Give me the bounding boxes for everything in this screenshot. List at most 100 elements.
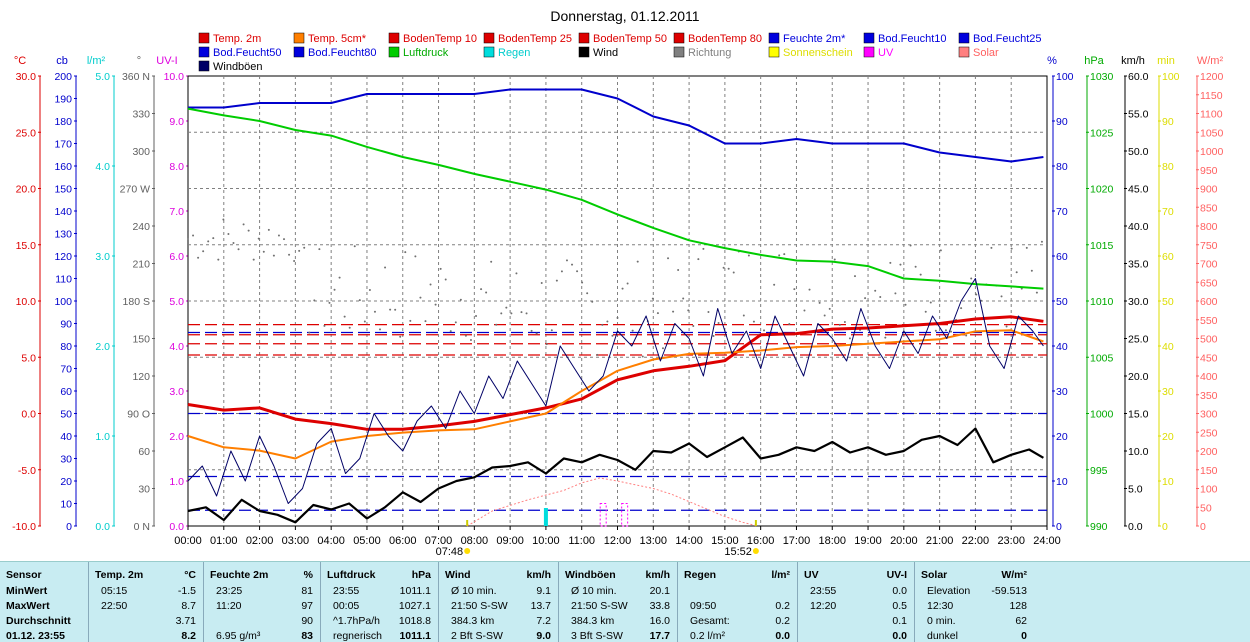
axis-tick-temp: -10.0 [12, 521, 36, 533]
legend-label: Bod.Feucht25 [973, 33, 1042, 45]
direction-point [732, 271, 735, 274]
axis-tick-uv: 1.0 [169, 476, 184, 488]
axis-tick-rain: 1.0 [95, 431, 110, 443]
direction-point [818, 301, 821, 304]
direction-point [192, 234, 195, 237]
axis-tick-dir: 0 N [134, 521, 150, 533]
series-luftdruck [187, 107, 1044, 290]
stats-unit: °C [184, 569, 196, 581]
direction-point [702, 247, 705, 250]
stats-section: Windböen km/h Ø 10 min. 20.1 21:50 S-SW 33.8 3… [558, 562, 678, 642]
direction-point [490, 260, 493, 263]
statistics-panel: Sensor MinWert MaxWert Durchschnitt 01.12. 2… [0, 561, 1250, 642]
x-tick-label: 21:00 [926, 535, 954, 547]
legend-swatch [958, 46, 970, 58]
direction-point [207, 240, 210, 243]
axis-tick-dir: 150 [132, 334, 150, 346]
direction-point [687, 309, 690, 312]
direction-point [611, 334, 614, 337]
stats-cell-label: 23:25 [216, 585, 243, 597]
direction-point [530, 329, 533, 332]
direction-point [469, 338, 472, 341]
direction-point [242, 223, 245, 226]
axis-tick-temp: 15.0 [16, 240, 37, 252]
axis-tick-press: 1020 [1090, 184, 1114, 196]
axis-tick-dir: 120 [132, 371, 150, 383]
axis-tick-hum: 30 [1056, 386, 1068, 398]
axis-tick-cb: 140 [54, 206, 72, 218]
x-tick-label: 11:00 [568, 535, 595, 547]
legend-swatch [578, 46, 590, 58]
direction-point [707, 311, 710, 314]
direction-point [459, 298, 462, 301]
axis-tick-dir: 90 O [127, 409, 150, 421]
direction-point [677, 269, 680, 272]
x-tick-label: 02:00 [246, 535, 274, 547]
direction-point [980, 299, 983, 302]
stats-cell-value: 20.1 [649, 585, 670, 597]
direction-point [454, 321, 457, 324]
direction-point [742, 314, 745, 317]
direction-point [439, 267, 442, 270]
stats-cell-value: 97 [301, 600, 313, 612]
axis-tick-solar: 1000 [1200, 146, 1224, 158]
direction-point [838, 323, 841, 326]
x-tick-label: 03:00 [282, 535, 310, 547]
stats-cell-label: 12:20 [810, 600, 837, 612]
stats-cell-label: Ø 10 min. [571, 585, 617, 597]
axis-tick-cb: 80 [60, 341, 72, 353]
axis-tick-cb: 200 [54, 71, 72, 83]
axis-tick-solar: 1150 [1200, 90, 1223, 102]
time-axis: 00:00 01:00 02:00 03:00 04:00 05:00 06:00 07:00… [174, 520, 1061, 558]
stats-cell-label: 12:30 [927, 600, 954, 612]
direction-point [667, 257, 670, 260]
axis-tick-temp: -5.0 [18, 465, 36, 477]
axis-tick-dir: 330 [132, 109, 150, 121]
direction-point [1010, 247, 1013, 250]
stats-header: Windböen [565, 569, 616, 581]
stats-cell-label: 384.3 km [571, 615, 615, 627]
axis-tick-rain: 2.0 [95, 341, 110, 353]
direction-point [874, 289, 877, 292]
direction-point [828, 307, 831, 310]
direction-point [843, 321, 846, 324]
stats-header: Sensor [6, 569, 42, 581]
direction-point [934, 329, 937, 332]
direction-point [879, 296, 882, 299]
direction-point [379, 328, 382, 331]
axis-tick-hum: 10 [1056, 476, 1068, 488]
direction-point [368, 289, 371, 292]
stats-row-label: Durchschnitt [6, 615, 71, 627]
direction-point [212, 237, 215, 240]
direction-point [323, 324, 326, 327]
stats-cell-label: 21:50 S-SW [451, 600, 508, 612]
series-temp-2m [187, 315, 1044, 431]
direction-point [636, 260, 639, 263]
stats-cell-value: 0.0 [892, 585, 907, 597]
direction-point [833, 258, 836, 261]
axis-title-min: min [1157, 55, 1175, 67]
direction-point [1030, 269, 1033, 272]
axis-tick-temp: 30.0 [16, 71, 37, 83]
stats-cell-value: 33.8 [649, 600, 670, 612]
stats-unit: l/m² [771, 569, 790, 581]
direction-point [783, 253, 786, 256]
legend-swatch [483, 32, 495, 44]
direction-point [560, 270, 563, 273]
axis-tick-solar: 500 [1200, 334, 1218, 346]
direction-point [919, 273, 922, 276]
stats-cell-value: 13.7 [530, 600, 551, 612]
direction-point [914, 265, 917, 268]
series-wind [187, 427, 1044, 524]
direction-point [384, 266, 387, 269]
axis-tick-cb: 0 [66, 521, 72, 533]
legend-label: Windböen [213, 61, 263, 73]
axis-tick-rain: 5.0 [95, 71, 110, 83]
direction-point [394, 308, 397, 311]
axis-tick-cb: 120 [54, 251, 72, 263]
direction-point [262, 250, 265, 253]
axis-tick-solar: 300 [1200, 409, 1218, 421]
legend-label: Temp. 2m [213, 33, 261, 45]
axis-tick-hum: 40 [1056, 341, 1068, 353]
axis-tick-wind: 50.0 [1128, 146, 1149, 158]
